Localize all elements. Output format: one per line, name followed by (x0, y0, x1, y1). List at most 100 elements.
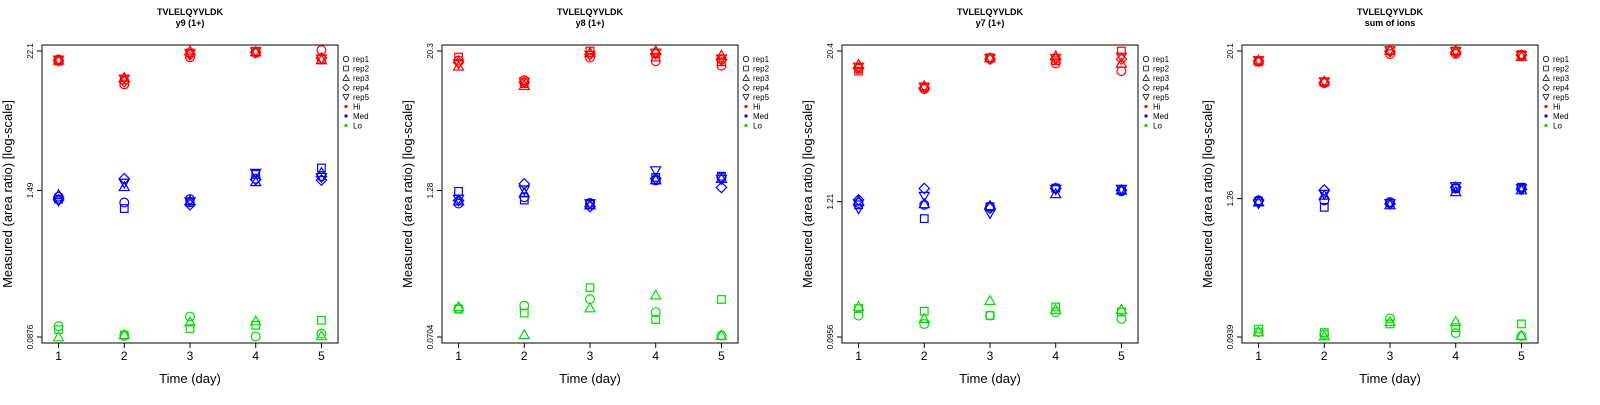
legend-label: rep1 (353, 55, 370, 64)
y-tick-label: 0.0939 (1226, 324, 1235, 349)
data-point (1383, 199, 1397, 210)
series-med (852, 182, 1128, 224)
legend-marker (342, 94, 350, 101)
legend-marker (742, 94, 750, 101)
legend-label: Hi (353, 103, 361, 112)
data-point (118, 75, 131, 88)
plot-frame (441, 44, 739, 344)
data-point (118, 180, 131, 192)
data-point (518, 177, 531, 190)
legend-dot-icon (1144, 123, 1148, 128)
data-point (183, 315, 197, 327)
data-point (249, 314, 262, 326)
legend-marker (1143, 65, 1149, 72)
legend-label: rep1 (1153, 55, 1170, 64)
legend-rep2-icon (1543, 65, 1549, 72)
legend-marker (343, 65, 349, 72)
y-axis-label: Measured (area ratio) [log-scale] (1200, 100, 1215, 288)
series-lo (452, 283, 728, 341)
x-tick-label: 3 (187, 349, 194, 363)
data-point (853, 197, 864, 208)
legend-marker (1542, 83, 1550, 92)
data-point (1252, 325, 1265, 337)
legend-marker (342, 83, 350, 92)
data-point (983, 54, 997, 65)
data-point (452, 194, 465, 206)
series-med (452, 166, 728, 213)
legend-marker (342, 55, 350, 63)
data-point (183, 197, 197, 208)
data-point (249, 173, 262, 186)
data-point (315, 54, 328, 66)
chart-subtitle: y9 (1+) (176, 18, 205, 28)
y-tick-label: 22.1 (26, 43, 35, 59)
legend-label: Hi (1153, 103, 1161, 112)
legend-rep5-icon (1542, 94, 1550, 101)
data-point (317, 315, 326, 325)
y-tick-label: 0.0876 (26, 324, 35, 349)
legend-label: rep2 (1553, 65, 1570, 74)
legend-rep4-icon (1142, 83, 1150, 92)
data-point (1252, 54, 1265, 65)
legend-dot-icon (744, 123, 748, 128)
legend-label: rep4 (353, 84, 370, 93)
x-tick-label: 5 (718, 349, 725, 363)
series-hi (852, 46, 1128, 95)
legend-label: rep4 (1553, 84, 1570, 93)
data-point (1449, 182, 1462, 193)
legend-dot-icon (1544, 114, 1548, 118)
series-lo (1252, 313, 1528, 342)
legend-marker (1542, 55, 1550, 63)
data-point (454, 186, 463, 196)
legend-label: rep1 (753, 55, 770, 64)
data-point (519, 300, 530, 311)
legend-marker (743, 65, 749, 72)
data-point (1318, 183, 1331, 197)
data-point (649, 289, 662, 300)
legend-label: rep5 (1153, 93, 1170, 102)
x-tick-label: 2 (921, 349, 928, 363)
data-point (983, 294, 997, 306)
legend-dot-icon (344, 123, 348, 128)
data-point (983, 202, 997, 215)
data-point (249, 175, 262, 187)
legend-dot-icon (344, 104, 348, 109)
legend-rep1-icon (1542, 55, 1550, 63)
data-point (583, 200, 597, 213)
legend-label: rep4 (1153, 84, 1170, 93)
data-point (518, 328, 531, 340)
x-tick-label: 5 (1118, 349, 1125, 363)
legend-label: rep5 (753, 93, 770, 102)
data-point (118, 71, 131, 83)
data-point (1515, 184, 1528, 195)
y-tick-label: 0.0704 (426, 324, 435, 349)
legend-label: rep5 (353, 93, 370, 102)
data-point (715, 329, 728, 340)
x-tick-label: 2 (521, 349, 528, 363)
data-point (918, 191, 931, 203)
data-point (919, 214, 929, 224)
legend-marker (1543, 65, 1549, 72)
data-point (854, 66, 863, 76)
legend-rep1-icon (742, 55, 750, 63)
legend-marker (1142, 94, 1150, 101)
legend-label: Hi (753, 103, 761, 112)
data-point (316, 328, 327, 339)
y-axis-label: Measured (area ratio) [log-scale] (0, 100, 15, 288)
data-point (984, 310, 995, 321)
data-point (518, 186, 531, 198)
data-point (1252, 56, 1265, 67)
data-point (315, 329, 328, 341)
data-point (315, 172, 328, 184)
plot-frame (1241, 44, 1539, 344)
x-tick-label: 4 (1052, 349, 1059, 363)
data-point (1384, 313, 1395, 324)
data-point (250, 331, 261, 342)
legend-rep2-icon (343, 65, 349, 72)
y-tick-label: 0.0956 (826, 324, 835, 349)
data-point (1051, 302, 1061, 312)
data-point (118, 328, 131, 340)
data-point (315, 166, 328, 178)
